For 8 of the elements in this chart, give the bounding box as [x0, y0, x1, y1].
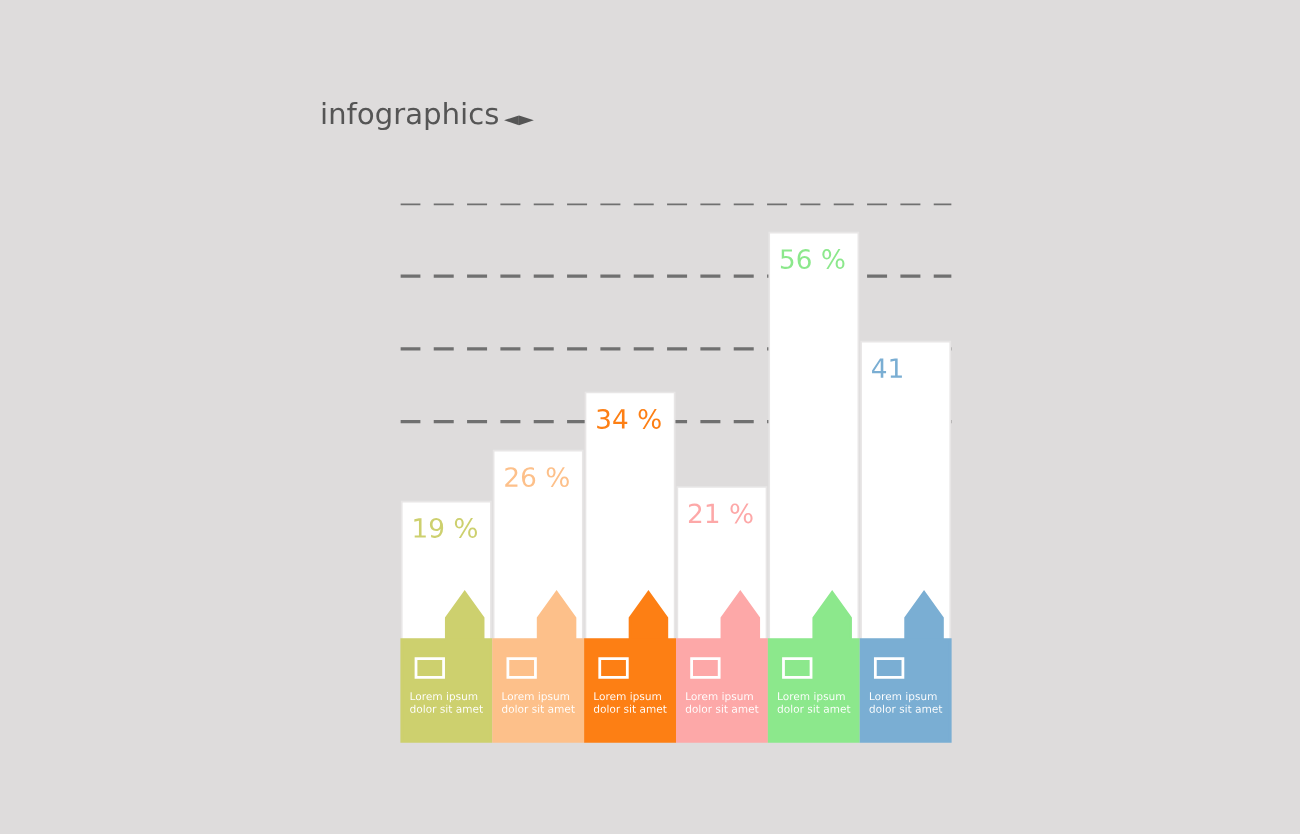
data-label: 34 %	[597, 408, 661, 429]
data-label: 41	[872, 358, 902, 378]
data-label: 56 %	[780, 249, 845, 269]
data-label: 21 %	[688, 503, 753, 524]
data-label: 26 %	[505, 467, 569, 488]
chart-title: infographics	[322, 101, 498, 131]
data-label: 19 %	[414, 518, 478, 538]
text: ◄►	[504, 115, 534, 126]
